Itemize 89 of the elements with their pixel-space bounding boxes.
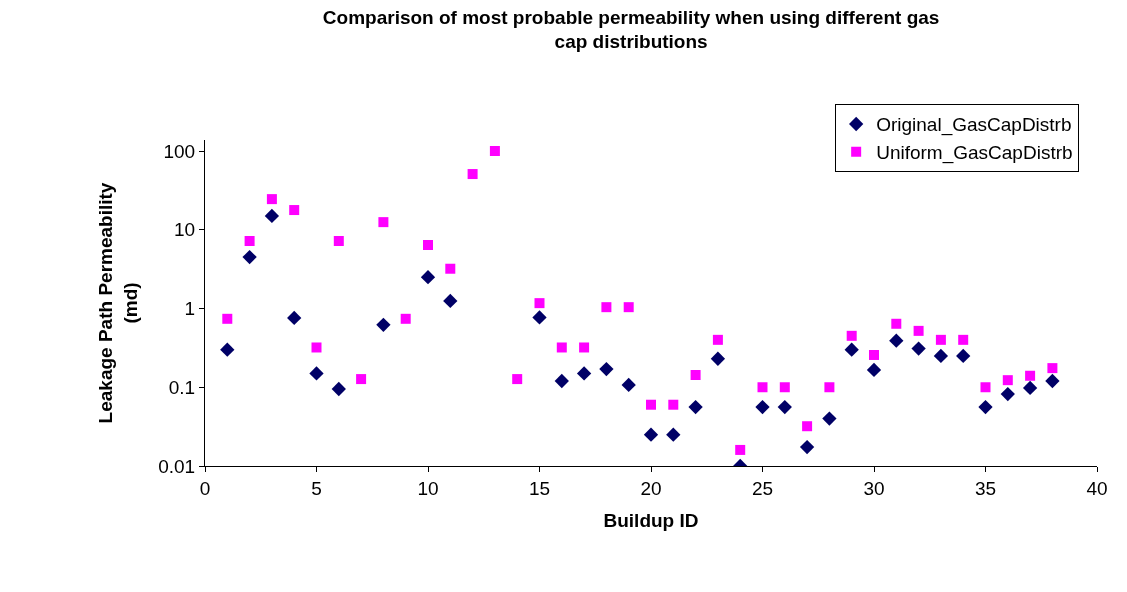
point (331, 381, 346, 397)
point (646, 399, 656, 410)
x-tick-label: 5 (311, 477, 322, 499)
point (710, 351, 726, 366)
point (1002, 375, 1013, 386)
point (220, 342, 235, 357)
y-tick-label: 100 (163, 140, 196, 162)
point (802, 421, 813, 432)
point (534, 298, 545, 309)
point (378, 217, 389, 228)
point (512, 374, 523, 385)
x-tick-label: 35 (974, 477, 997, 499)
point (777, 399, 792, 415)
point (779, 382, 790, 393)
point (420, 270, 436, 285)
x-tick-label: 0 (199, 477, 211, 499)
point (423, 240, 433, 251)
y-axis-title: Leakage Path Permeability (md) (95, 182, 142, 424)
point (621, 377, 636, 393)
point (799, 439, 815, 455)
point (913, 325, 924, 336)
point (623, 302, 634, 313)
point (532, 310, 547, 325)
x-axis-title: Buildup ID (603, 509, 699, 531)
x-tick-label: 30 (863, 477, 885, 499)
legend-label: Original_GasCapDistrb (876, 114, 1072, 137)
point (264, 208, 280, 224)
point (445, 263, 456, 274)
point (911, 341, 926, 356)
point (576, 366, 592, 381)
point (1022, 380, 1038, 396)
point (666, 427, 681, 442)
chart-title: Comparison of most probable permeability when using different gas cap distributions (322, 6, 940, 53)
point (980, 382, 991, 393)
x-tick-label: 40 (1086, 477, 1108, 499)
point (866, 362, 882, 378)
point (1045, 373, 1060, 389)
point (1025, 370, 1036, 381)
point (266, 194, 277, 205)
point (1000, 386, 1015, 402)
point (244, 236, 255, 246)
point (688, 399, 703, 415)
x-tick-label: 20 (640, 477, 662, 499)
point (1047, 363, 1058, 374)
point (242, 249, 257, 265)
point (579, 342, 590, 353)
point (891, 318, 902, 329)
point (668, 399, 679, 410)
x-tick-label: 10 (417, 477, 439, 499)
x-tick-label: 15 (528, 477, 551, 499)
point (556, 342, 567, 353)
point (958, 334, 969, 345)
point (889, 333, 904, 348)
y-tick-label: 10 (174, 219, 196, 241)
point (601, 302, 612, 313)
point (824, 382, 835, 393)
point (356, 374, 367, 385)
y-tick-label: 1 (184, 298, 196, 320)
point (822, 411, 837, 426)
point (757, 382, 768, 393)
point (376, 317, 391, 333)
point (643, 427, 659, 442)
x-tick-label: 25 (751, 477, 774, 499)
y-tick-label: 0.1 (168, 376, 196, 398)
point (978, 399, 993, 415)
point (735, 444, 746, 455)
point (844, 342, 859, 357)
point (287, 310, 302, 326)
y-tick-label: 0.01 (158, 455, 196, 477)
point (467, 169, 478, 180)
point (333, 236, 344, 246)
point (599, 361, 614, 377)
point (489, 146, 500, 157)
point (443, 293, 458, 309)
legend-label: Uniform_GasCapDistrb (876, 142, 1073, 165)
point (311, 342, 322, 353)
point (869, 349, 879, 360)
point (554, 373, 569, 389)
point (289, 205, 300, 216)
point (400, 313, 411, 324)
point (690, 370, 701, 381)
point (956, 348, 971, 364)
point (935, 334, 946, 345)
point (309, 366, 324, 381)
point (222, 313, 233, 324)
point (933, 348, 949, 364)
point (846, 330, 857, 341)
point (755, 399, 770, 415)
point (712, 334, 723, 345)
